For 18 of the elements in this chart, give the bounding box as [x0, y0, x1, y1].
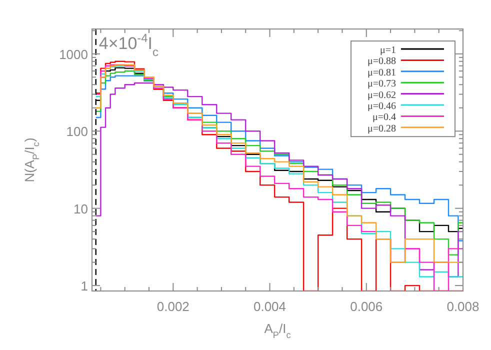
y-tick-label: 1000 — [59, 46, 88, 62]
legend-label: μ=0.81 — [367, 67, 396, 78]
y-tick-label: 10 — [74, 201, 88, 216]
x-axis-title: A$_{P}$/I$_{c}$ — [264, 321, 292, 340]
legend-label: μ=0.62 — [367, 90, 396, 101]
legend-label: μ=1 — [380, 45, 396, 56]
legend-label: μ=0.28 — [367, 123, 396, 134]
legend-label: μ=0.46 — [367, 101, 396, 112]
legend-label: μ=0.4 — [372, 112, 396, 124]
x-tick-label: 0.004 — [253, 299, 286, 314]
legend-label: μ=0.73 — [367, 78, 396, 90]
x-tick-label: 0.008 — [446, 299, 480, 314]
ref-line-label: 4×10$^{-4}$I$_{c}$ — [98, 31, 158, 59]
y-tick-label: 100 — [66, 124, 88, 140]
x-tick-label: 0.002 — [156, 299, 190, 314]
y-tick-label: 1 — [80, 278, 88, 294]
legend-label: μ=0.88 — [367, 56, 396, 68]
x-tick-label: 0.006 — [350, 299, 383, 314]
